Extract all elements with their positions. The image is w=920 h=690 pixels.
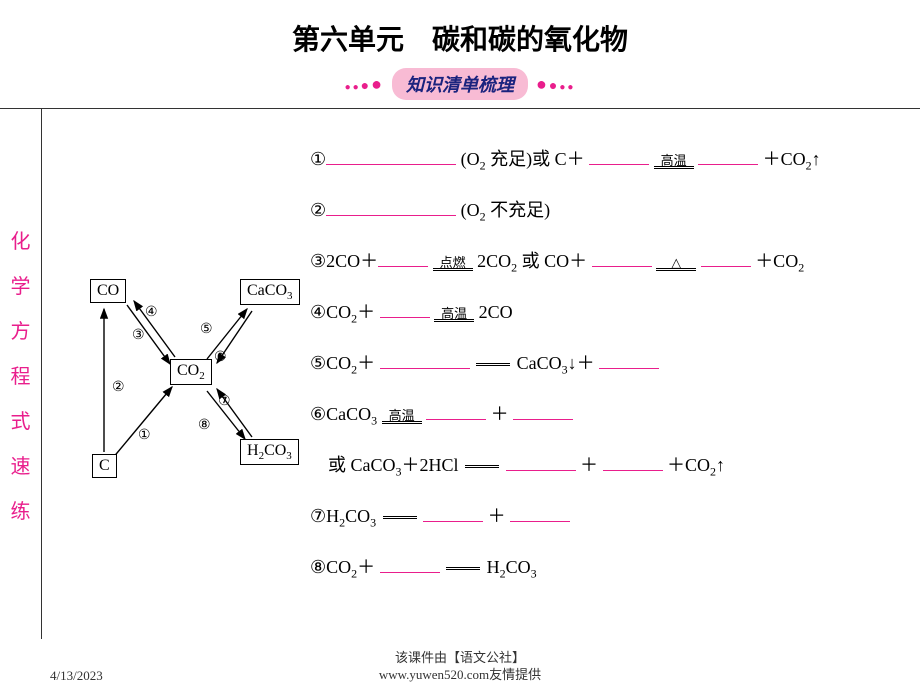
vertical-label: 化 学 方 程 式 速 练: [0, 109, 42, 639]
node-co2: CO2: [170, 359, 212, 385]
vlabel-char: 速: [11, 450, 31, 479]
vlabel-char: 化: [11, 225, 31, 254]
edge-label: ⑦: [218, 393, 231, 410]
vlabel-char: 学: [11, 270, 31, 299]
equation-6b: 或 CaCO3＋2HCl ＋ ＋CO2↑: [310, 443, 910, 488]
edge-label: ⑤: [200, 321, 213, 338]
equation-5: ⑤CO2＋ CaCO3↓＋: [310, 341, 910, 386]
equation-6a: ⑥CaCO3 高温 ＋: [310, 392, 910, 437]
footer-credit: 该课件由【语文公社】 www.yuwen520.com友情提供: [0, 650, 920, 684]
reaction-diagram: CO C CO2 CaCO3 H2CO3 ① ② ③ ④ ⑤ ⑥ ⑦ ⑧: [42, 109, 302, 639]
dots-left: ●●●●: [345, 74, 384, 95]
equation-1: ① (O2 充足)或 C＋ 高温 ＋CO2↑: [310, 137, 910, 182]
dots-right: ●●●●: [536, 74, 575, 95]
equation-3: ③2CO＋ 点燃 2CO2 或 CO＋ △ ＋CO2: [310, 239, 910, 284]
main-area: 化 学 方 程 式 速 练: [0, 109, 920, 639]
node-c: C: [92, 454, 117, 478]
node-co: CO: [90, 279, 126, 303]
equation-4: ④CO2＋ 高温 2CO: [310, 290, 910, 335]
equation-2: ② (O2 不充足): [310, 188, 910, 233]
edge-label: ⑥: [214, 349, 227, 366]
edge-label: ①: [138, 427, 151, 444]
vlabel-char: 程: [11, 360, 31, 389]
subtitle-row: ●●●● 知识清单梳理 ●●●●: [0, 68, 920, 100]
vlabel-char: 式: [11, 405, 31, 434]
node-h2co3: H2CO3: [240, 439, 299, 465]
page-title: 第六单元 碳和碳的氧化物: [0, 0, 920, 58]
subtitle-pill: 知识清单梳理: [392, 68, 528, 100]
edge-label: ③: [132, 327, 145, 344]
vlabel-char: 练: [11, 495, 31, 524]
edge-label: ⑧: [198, 417, 211, 434]
edge-label: ④: [145, 304, 158, 321]
edge-label: ②: [112, 379, 125, 396]
equation-8: ⑧CO2＋ H2CO3: [310, 545, 910, 590]
equations-panel: ① (O2 充足)或 C＋ 高温 ＋CO2↑ ② (O2 不充足) ③2CO＋ …: [302, 109, 920, 639]
equation-7: ⑦H2CO3 ＋: [310, 494, 910, 539]
vlabel-char: 方: [11, 315, 31, 344]
node-caco3: CaCO3: [240, 279, 300, 305]
